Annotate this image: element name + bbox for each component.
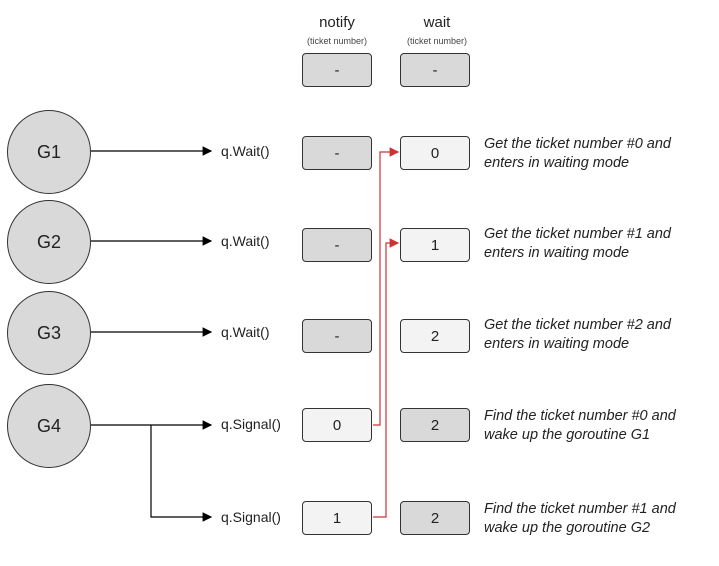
description-line: wake up the goroutine G2 <box>484 520 651 536</box>
notify-header: notify <box>319 14 355 31</box>
description-line: enters in waiting mode <box>484 155 630 171</box>
description-line: Find the ticket number #1 and <box>484 501 676 517</box>
notify-initial-box: - <box>302 53 372 87</box>
goroutine-g2: G2 <box>7 200 91 284</box>
description-line: enters in waiting mode <box>484 336 630 352</box>
description-line: enters in waiting mode <box>484 245 630 261</box>
notify-box: 0 <box>302 408 372 442</box>
wait-header: wait <box>423 14 451 31</box>
wait-subheader: (ticket number) <box>406 36 468 46</box>
wait-box: 2 <box>400 408 470 442</box>
arrow-g4-signal-2 <box>150 425 213 522</box>
description-line: Find the ticket number #0 and <box>484 408 676 424</box>
description-line: wake up the goroutine G1 <box>484 427 651 443</box>
description-line: Get the ticket number #1 and <box>484 226 671 242</box>
row-description: Get the ticket number #1 and enters in w… <box>484 225 714 263</box>
wait-box: 0 <box>400 136 470 170</box>
wait-box: 2 <box>400 319 470 353</box>
goroutine-g4: G4 <box>7 384 91 468</box>
description-line: Get the ticket number #0 and <box>484 136 671 152</box>
description-line: Get the ticket number #2 and <box>484 317 671 333</box>
wait-box: 2 <box>400 501 470 535</box>
call-label: q.Wait() <box>221 143 270 159</box>
row-description: Get the ticket number #0 and enters in w… <box>484 135 714 173</box>
call-label: q.Wait() <box>221 324 270 340</box>
call-label: q.Wait() <box>221 233 270 249</box>
wait-initial-box: - <box>400 53 470 87</box>
goroutine-g3: G3 <box>7 291 91 375</box>
notify-box: - <box>302 136 372 170</box>
row-description: Find the ticket number #1 and wake up th… <box>484 500 714 538</box>
notify-box: - <box>302 319 372 353</box>
red-wake-g2 <box>373 238 400 518</box>
call-label: q.Signal() <box>221 509 281 525</box>
red-wake-g1 <box>373 147 400 426</box>
row-description: Get the ticket number #2 and enters in w… <box>484 316 714 354</box>
call-label: q.Signal() <box>221 416 281 432</box>
notify-box: - <box>302 228 372 262</box>
row-description: Find the ticket number #0 and wake up th… <box>484 407 714 445</box>
notify-box: 1 <box>302 501 372 535</box>
goroutine-g1: G1 <box>7 110 91 194</box>
notify-subheader: (ticket number) <box>306 36 368 46</box>
wait-box: 1 <box>400 228 470 262</box>
